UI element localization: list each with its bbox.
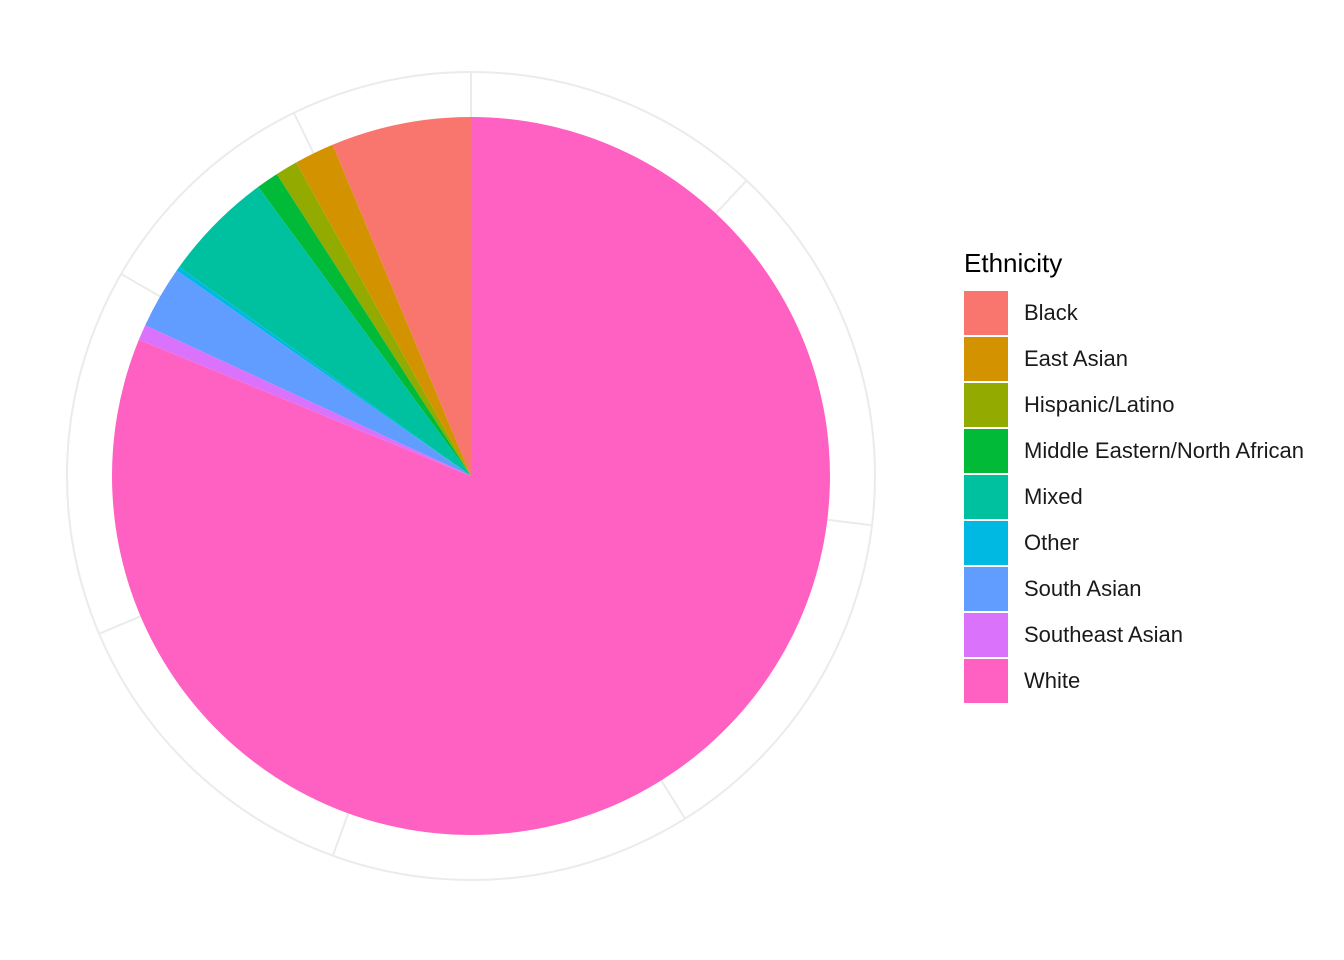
legend-swatch xyxy=(964,383,1008,427)
legend-label: East Asian xyxy=(1024,346,1128,371)
pie-slice-hispanic-latino xyxy=(276,162,471,476)
legend-swatch xyxy=(964,613,1008,657)
legend-label: Hispanic/Latino xyxy=(1024,392,1175,417)
pie-slice-black xyxy=(332,117,471,476)
pie-slice-white xyxy=(111,117,831,835)
pie-slice-other xyxy=(176,266,471,476)
legend-item-south-asian: South Asian xyxy=(964,566,1304,612)
legend-swatch xyxy=(964,337,1008,381)
legend-item-east-asian: East Asian xyxy=(964,336,1304,382)
legend-item-southeast-asian: Southeast Asian xyxy=(964,612,1304,658)
pie-slice-mixed xyxy=(179,186,471,476)
pie-slice-southeast-asian xyxy=(138,325,471,476)
legend-item-hispanic-latino: Hispanic/Latino xyxy=(964,382,1304,428)
legend-title: Ethnicity xyxy=(964,248,1063,278)
legend-label: Southeast Asian xyxy=(1024,622,1184,647)
legend-item-white: White xyxy=(964,658,1304,704)
legend-swatch xyxy=(964,291,1008,335)
pie-slice-middle-eastern-north-african xyxy=(258,174,471,476)
legend-label: Mixed xyxy=(1024,484,1083,509)
legend-label: Black xyxy=(1024,300,1078,325)
legend-label: White xyxy=(1024,668,1081,693)
legend-items: Black East Asian Hispanic/Latino Middle Eas… xyxy=(964,290,1304,704)
legend-item-other: Other xyxy=(964,520,1304,566)
legend: Ethnicity Black East Asian Hispanic/Latino… xyxy=(964,248,1304,704)
legend-item-middle-eastern-north-african: Middle Eastern/North African xyxy=(964,428,1304,474)
legend-swatch xyxy=(964,521,1008,565)
legend-label: Other xyxy=(1024,530,1080,555)
legend-swatch xyxy=(964,475,1008,519)
legend-label: South Asian xyxy=(1024,576,1142,601)
pie-slices xyxy=(111,117,831,835)
legend-swatch xyxy=(964,567,1008,611)
legend-item-mixed: Mixed xyxy=(964,474,1304,520)
pie-slice-east-asian xyxy=(296,144,471,476)
legend-item-black: Black xyxy=(964,290,1304,336)
pie-slice-south-asian xyxy=(145,270,472,476)
legend-swatch xyxy=(964,659,1008,703)
legend-label: Middle Eastern/North African xyxy=(1024,438,1305,463)
legend-swatch xyxy=(964,429,1008,473)
